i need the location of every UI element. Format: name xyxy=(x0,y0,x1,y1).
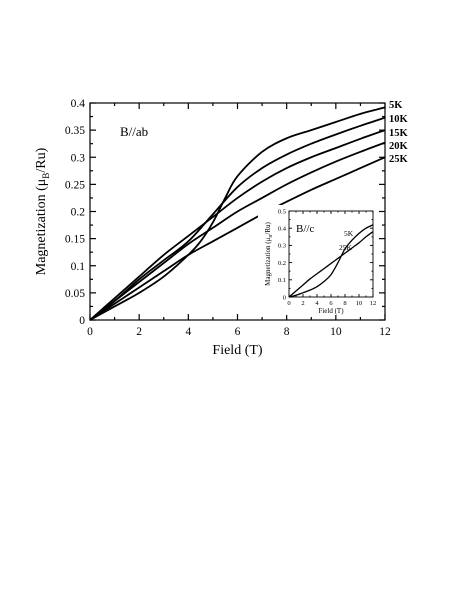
y-tick-label: 0.1 xyxy=(71,261,86,273)
x-tick-label: 12 xyxy=(370,300,377,307)
x-tick-label: 0 xyxy=(287,300,290,307)
x-axis-label: Field (T) xyxy=(318,307,344,315)
series-label-10K: 10K xyxy=(389,114,409,125)
x-tick-label: 6 xyxy=(329,300,333,307)
x-tick-label: 4 xyxy=(315,300,319,307)
y-tick-label: 0.15 xyxy=(65,234,85,246)
y-tick-label: 0.5 xyxy=(278,208,286,215)
series-line-25K xyxy=(288,231,374,298)
x-tick-label: 4 xyxy=(185,326,191,338)
y-tick-label: 0.3 xyxy=(71,152,86,164)
series-label-20K: 20K xyxy=(389,141,409,152)
y-axis-label: Magnetization (μB/Ru) xyxy=(34,147,51,275)
series-line-5K xyxy=(89,106,386,321)
inset-chart: 0 2 4 6 8 10 12 0 0.1 0.2 0.3 0.4 0.5 Field (T) Magnet… xyxy=(258,205,378,315)
y-tick-label: 0.2 xyxy=(71,207,86,219)
x-axis-label: Field (T) xyxy=(212,343,262,358)
x-tick-label: 2 xyxy=(136,326,142,338)
y-axis-label: Magnetization (μB/Ru) xyxy=(264,221,273,285)
y-tick-label: 0.4 xyxy=(71,98,86,110)
series-line-20K xyxy=(89,141,386,321)
inset-series-label-25K: 25K xyxy=(339,243,353,252)
series-line-15K xyxy=(89,129,386,321)
y-tick-label: 0 xyxy=(79,315,85,327)
y-tick-label: 0.25 xyxy=(65,179,85,191)
inset-background xyxy=(258,205,378,315)
x-tick-label: 6 xyxy=(235,326,241,338)
x-tick-label: 2 xyxy=(301,300,304,307)
y-tick-label: 0.2 xyxy=(278,260,286,267)
y-tick-label: 0.4 xyxy=(278,225,287,232)
inset-series-label-5K: 5K xyxy=(344,229,354,238)
y-tick-label: 0.05 xyxy=(65,288,85,300)
x-tick-label: 10 xyxy=(330,326,342,338)
main-chart: 0 2 4 6 8 10 12 0 0.05 0.1 0.15 0.2 0.25 0.3 0.35 0.4 Fi… xyxy=(34,98,409,358)
x-tick-label: 10 xyxy=(356,300,363,307)
y-tick-label: 0 xyxy=(283,294,286,301)
x-tick-label: 12 xyxy=(379,326,391,338)
series-label-5K: 5K xyxy=(389,100,403,111)
y-tick-label: 0.1 xyxy=(278,277,286,284)
x-tick-label: 8 xyxy=(343,300,346,307)
series-line-5K xyxy=(288,224,374,298)
series-label-15K: 15K xyxy=(389,128,409,139)
x-tick-label: 8 xyxy=(284,326,290,338)
annotation-b-ab: B//ab xyxy=(120,124,148,139)
series-label-25K: 25K xyxy=(389,154,409,165)
y-tick-label: 0.3 xyxy=(278,243,286,250)
annotation-b-c: B//c xyxy=(296,223,314,235)
x-tick-label: 0 xyxy=(87,326,93,338)
series-line-10K xyxy=(89,116,386,321)
y-tick-label: 0.35 xyxy=(65,125,85,137)
series-line-25K xyxy=(89,156,386,321)
